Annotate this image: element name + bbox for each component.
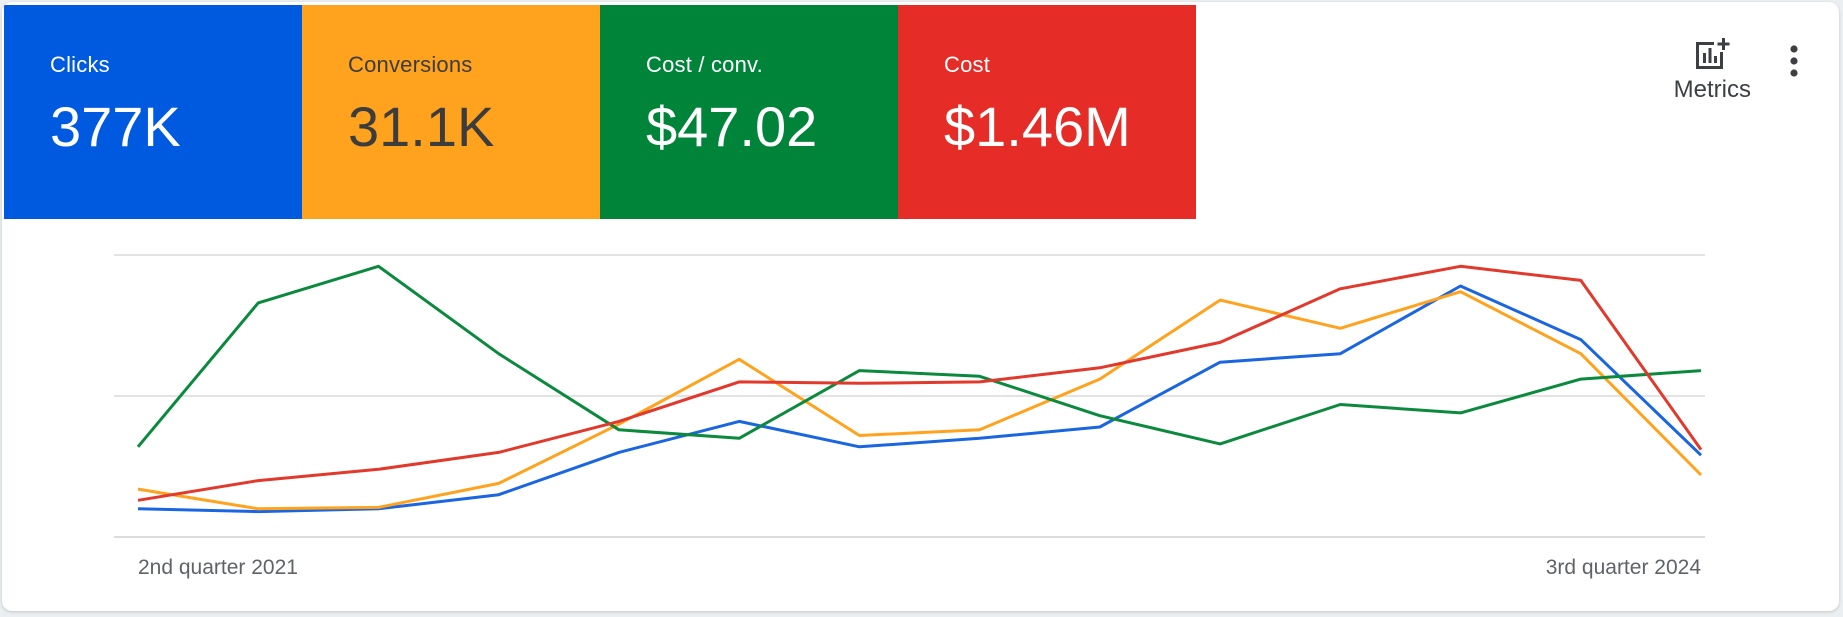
series-line-cost	[137, 264, 1703, 502]
scorecard-label: Conversions	[348, 52, 473, 77]
more-options-button[interactable]	[1787, 36, 1801, 83]
scorecard-clicks[interactable]: Clicks 377K	[4, 5, 302, 219]
scorecard-value: 31.1K	[348, 95, 495, 158]
scorecard-cost[interactable]: Cost $1.46M	[898, 5, 1196, 219]
scorecard-row: Clicks 377K Conversions 31.1K Cost / con…	[4, 5, 1196, 219]
scorecard-conversions[interactable]: Conversions 31.1K	[302, 5, 600, 219]
scorecard-value: $1.46M	[944, 95, 1131, 158]
scorecard-value: 377K	[50, 95, 181, 158]
scorecard-value: $47.02	[646, 95, 818, 158]
scorecard-cost-per-conversion[interactable]: Cost / conv. $47.02	[600, 5, 898, 219]
series-group	[136, 264, 1703, 514]
series-line-conversions	[137, 290, 1703, 511]
scorecard-label: Cost / conv.	[646, 52, 763, 77]
add-chart-icon	[1696, 38, 1730, 69]
series-line-clicks	[137, 284, 1703, 514]
chart-toolbar: Metrics	[1674, 36, 1801, 104]
metrics-button[interactable]: Metrics	[1674, 36, 1751, 104]
x-tick-label-end: 3rd quarter 2024	[1546, 556, 1702, 579]
scorecard-label: Clicks	[50, 52, 110, 77]
series-line-cost-conv	[136, 264, 1702, 448]
scorecard-label: Cost	[944, 52, 991, 77]
more-vert-icon	[1790, 45, 1798, 77]
metrics-label: Metrics	[1673, 76, 1751, 103]
x-tick-label-start: 2nd quarter 2021	[138, 556, 298, 579]
